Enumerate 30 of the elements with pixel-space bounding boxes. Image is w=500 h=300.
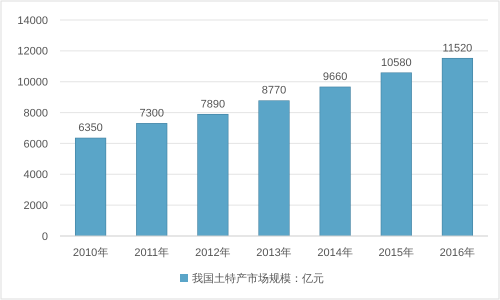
y-tick-label: 12000	[17, 46, 48, 58]
data-label: 8770	[262, 84, 286, 97]
data-label: 6350	[78, 122, 103, 134]
bar	[380, 72, 412, 236]
bar	[74, 138, 106, 236]
y-tick-label: 4000	[24, 169, 48, 182]
data-label: 9660	[322, 70, 348, 83]
x-tick-label: 2013年	[256, 247, 292, 259]
bar	[258, 100, 290, 236]
x-tick-label: 2015年	[378, 247, 414, 259]
data-label: 7890	[200, 98, 226, 110]
y-tick-label: 0	[42, 230, 48, 243]
bar	[197, 114, 228, 236]
data-label: 11520	[442, 42, 472, 54]
bar	[442, 58, 474, 236]
legend-label: 我国土特产市场规模：亿元	[192, 272, 324, 285]
data-label: 7300	[139, 107, 164, 120]
y-tick-label: 8000	[24, 107, 48, 120]
bar	[136, 123, 168, 236]
bar	[320, 86, 351, 236]
y-tick-label: 10000	[17, 76, 48, 89]
data-label: 10580	[380, 56, 412, 69]
x-tick-label: 2010年	[72, 247, 108, 259]
x-tick-label: 2011年	[134, 247, 170, 259]
y-tick-label: 14000	[17, 14, 48, 27]
x-tick-label: 2014年	[317, 247, 353, 259]
y-tick-label: 2000	[24, 200, 48, 212]
x-tick-label: 2016年	[440, 247, 476, 259]
y-tick-label: 6000	[24, 138, 48, 150]
x-tick-label: 2012年	[195, 247, 231, 259]
